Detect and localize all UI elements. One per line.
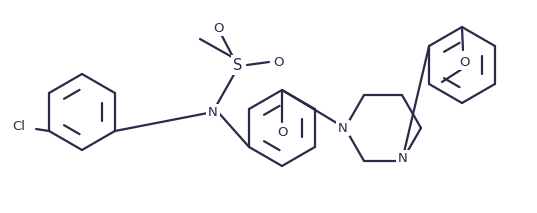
Text: O: O bbox=[273, 56, 283, 69]
Text: N: N bbox=[398, 153, 408, 166]
Text: O: O bbox=[459, 56, 469, 69]
Text: Cl: Cl bbox=[12, 121, 26, 134]
Text: N: N bbox=[208, 105, 218, 118]
Text: S: S bbox=[233, 58, 243, 72]
Text: O: O bbox=[213, 22, 223, 35]
Text: N: N bbox=[338, 121, 348, 134]
Text: O: O bbox=[277, 125, 287, 138]
